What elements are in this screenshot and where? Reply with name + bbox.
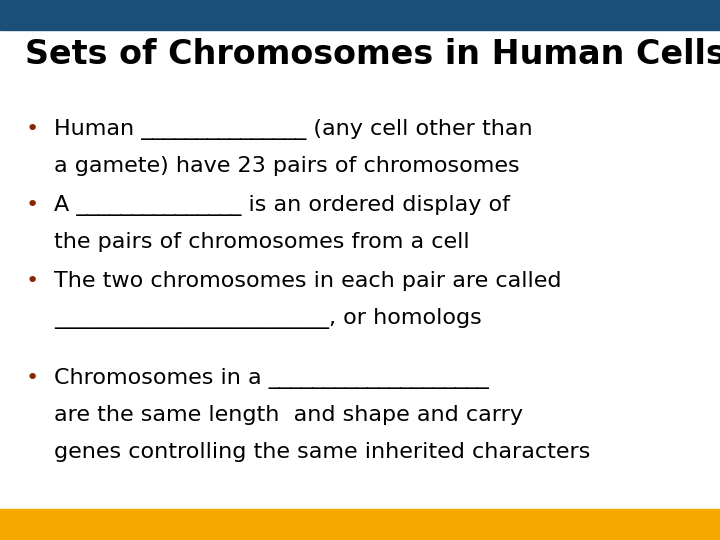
Text: genes controlling the same inherited characters: genes controlling the same inherited cha…	[54, 442, 590, 462]
Text: a gamete) have 23 pairs of chromosomes: a gamete) have 23 pairs of chromosomes	[54, 156, 520, 176]
Text: are the same length  and shape and carry: are the same length and shape and carry	[54, 405, 523, 425]
Text: •: •	[25, 368, 38, 388]
Text: Sets of Chromosomes in Human Cells: Sets of Chromosomes in Human Cells	[25, 38, 720, 71]
Text: •: •	[25, 195, 38, 215]
Text: © 2011 Pearson Education, Inc.: © 2011 Pearson Education, Inc.	[11, 518, 199, 531]
Text: •: •	[25, 271, 38, 291]
Text: A _______________ is an ordered display of: A _______________ is an ordered display …	[54, 195, 510, 217]
Text: Chromosomes in a ____________________: Chromosomes in a ____________________	[54, 368, 489, 389]
Text: •: •	[25, 119, 38, 139]
Bar	[0, 0, 720, 30]
Text: Human _______________ (any cell other than: Human _______________ (any cell other th…	[54, 119, 533, 140]
Bar	[0, 509, 720, 540]
Text: _________________________, or homologs: _________________________, or homologs	[54, 308, 482, 329]
Text: the pairs of chromosomes from a cell: the pairs of chromosomes from a cell	[54, 232, 469, 252]
Text: The two chromosomes in each pair are called: The two chromosomes in each pair are cal…	[54, 271, 562, 291]
